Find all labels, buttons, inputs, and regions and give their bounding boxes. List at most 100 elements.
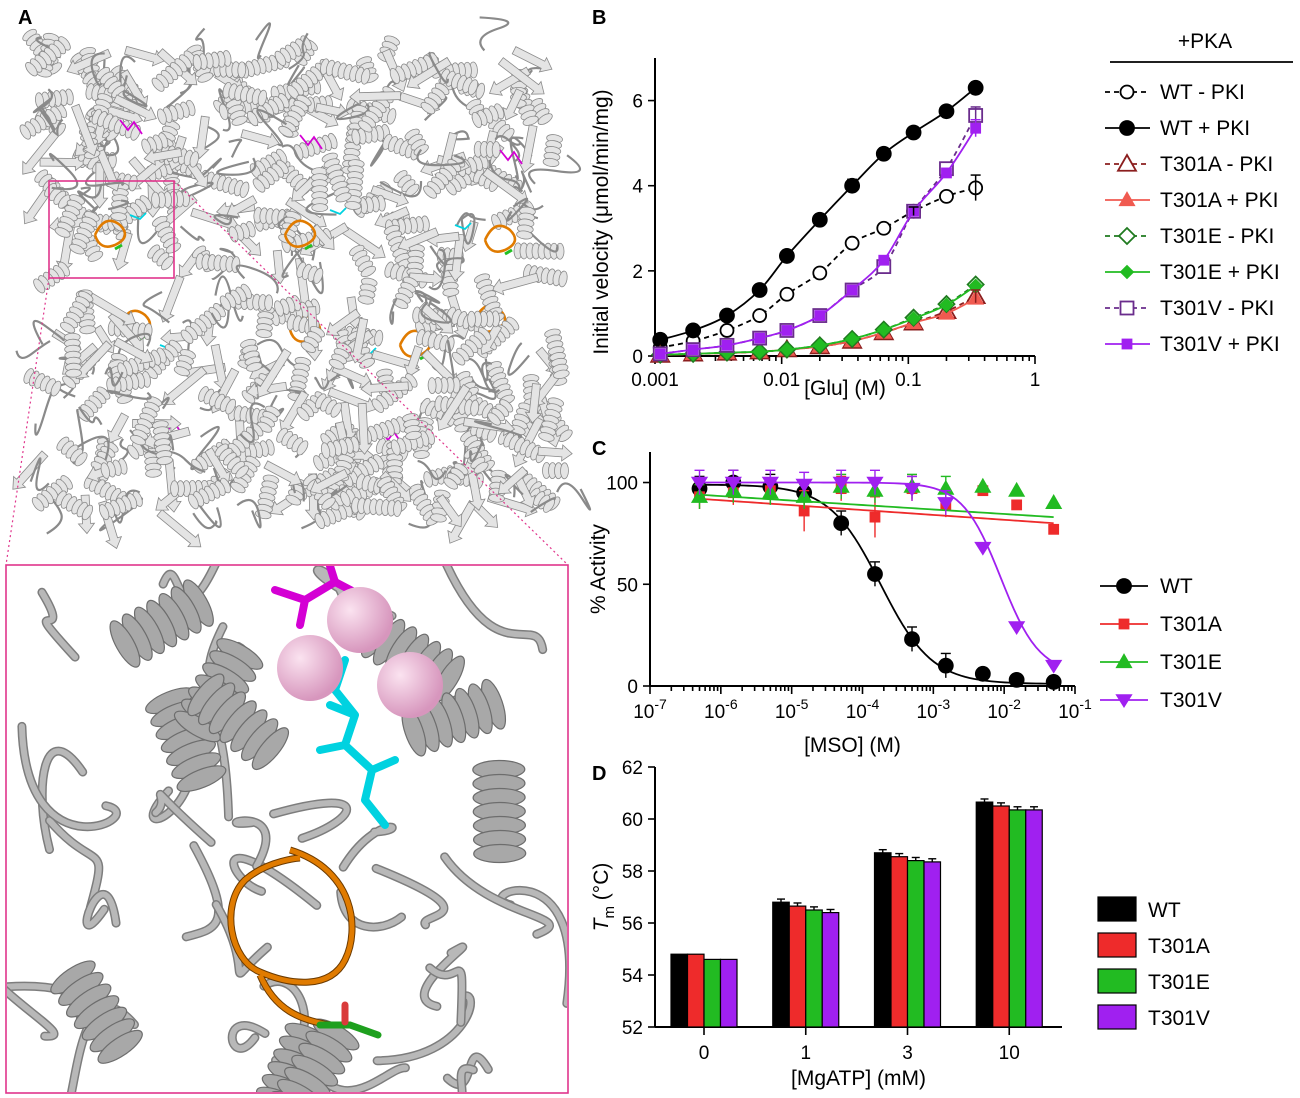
b-data-point	[811, 211, 828, 228]
d-bar	[772, 901, 790, 1028]
b-series-0	[652, 180, 984, 355]
helix-ribbon	[328, 342, 352, 370]
strand-arrow	[279, 390, 310, 433]
helix-ribbon	[487, 399, 514, 426]
helix-ribbon	[349, 244, 376, 278]
helix-ribbon	[320, 58, 371, 85]
inset-helix	[187, 673, 290, 771]
inset-helix	[109, 579, 214, 668]
c-data-point	[903, 482, 921, 497]
loop-coil	[235, 264, 279, 294]
c-x-axis-label: [MSO] (M)	[804, 734, 901, 757]
inset-helix	[472, 759, 527, 864]
d-y-label-main: T	[590, 916, 613, 931]
loop-coil	[281, 144, 318, 173]
d-legend-label: T301A	[1148, 935, 1210, 958]
c-x-tick-base: 10	[987, 702, 1008, 723]
strand-arrow	[511, 46, 553, 73]
c-series-3	[690, 469, 1063, 674]
d-bar	[805, 909, 823, 1028]
c-x-tick-exponent: -3	[938, 696, 951, 712]
c-x-tick-exponent: -1	[1079, 696, 1092, 712]
strand-arrow	[502, 88, 525, 121]
b-x-axis-label: [Glu] (M)	[804, 377, 886, 400]
c-data-point	[1045, 659, 1063, 674]
strand-arrow	[447, 499, 478, 544]
strand-arrow	[71, 103, 99, 157]
helix-ribbon	[219, 283, 252, 311]
c-data-point	[690, 487, 709, 503]
strand-arrow	[88, 292, 137, 326]
strand-arrow	[256, 348, 292, 398]
d-legend-label: WT	[1148, 899, 1181, 922]
loop-coil	[239, 402, 266, 444]
c-data-point	[1008, 481, 1026, 497]
b-y-tick-label: 6	[632, 92, 643, 113]
d-bar	[719, 958, 738, 1028]
c-data-point	[1045, 674, 1062, 690]
helix-ribbon	[256, 405, 281, 433]
loop-coil	[530, 497, 556, 513]
loop-coil	[414, 290, 441, 304]
c-data-point	[832, 476, 850, 491]
b-y-tick-label: 0	[632, 347, 643, 368]
helix-ribbon	[173, 349, 196, 377]
c-y-axis-label: % Activity	[587, 524, 610, 614]
loop-coil	[117, 438, 129, 464]
highlight-loop-orange	[93, 219, 127, 248]
d-bar	[873, 852, 892, 1028]
b-data-point	[812, 265, 828, 281]
panel-d-chart: 52 54 56 58 60 62 0 1 3 10 [MgATP] (mM) Tm (°C) WT T3…	[590, 758, 1210, 1090]
loop-coil	[469, 441, 484, 463]
c-legend-marker	[1118, 618, 1130, 630]
c-data-point	[795, 478, 813, 493]
helix-ribbon	[344, 159, 365, 210]
helix-ribbon	[69, 211, 100, 255]
b-data-point	[781, 325, 793, 336]
loop-coil	[29, 457, 50, 492]
d-x-tick-label: 1	[800, 1043, 811, 1064]
loop-coil	[288, 32, 309, 70]
helix-ribbon	[427, 376, 461, 394]
strand-arrow	[22, 130, 59, 175]
loop-coil	[517, 170, 533, 194]
helix-ribbon	[187, 477, 232, 510]
b-data-point	[941, 167, 952, 179]
d-legend-swatch	[1097, 1004, 1137, 1030]
c-x-tick-label: 10-7	[633, 696, 667, 723]
loop-coil	[122, 89, 148, 108]
loop-coil	[32, 319, 65, 345]
helix-ribbon	[314, 393, 342, 418]
d-legend-swatch	[1097, 896, 1137, 922]
d-x-axis-label: [MgATP] (mM)	[791, 1067, 926, 1090]
b-data-point	[754, 332, 766, 344]
loop-coil	[46, 118, 64, 138]
c-legend-marker	[1115, 694, 1133, 708]
loop-coil	[78, 406, 103, 426]
helix-ribbon	[485, 361, 515, 405]
loop-coil	[106, 389, 152, 400]
inset-magenta-ligand	[271, 566, 364, 629]
c-y-tick-label: 0	[627, 677, 638, 698]
helix-ribbon	[25, 36, 71, 77]
helix-ribbon	[467, 310, 500, 328]
b-legend-title: +PKA	[1178, 30, 1232, 53]
helix-ribbon	[240, 338, 263, 372]
c-data-point	[1011, 499, 1023, 511]
strand-arrow	[321, 68, 345, 101]
residue-green	[114, 243, 123, 251]
b-legend-marker	[1119, 264, 1135, 280]
c-x-tick-label: 10-6	[704, 696, 738, 723]
loop-coil	[228, 138, 243, 158]
c-data-point	[866, 476, 884, 491]
d-legend-label: T301V	[1148, 1007, 1210, 1030]
helix-ribbon	[300, 325, 326, 353]
c-data-point	[869, 511, 881, 523]
helix-ribbon	[252, 159, 289, 193]
inset-metal-ion-sphere	[277, 635, 343, 701]
d-bar	[1008, 809, 1027, 1028]
b-data-point	[719, 307, 735, 324]
strand-arrow	[113, 337, 153, 365]
panel-letter-b: B	[592, 7, 606, 29]
helix-ribbon	[382, 133, 421, 161]
